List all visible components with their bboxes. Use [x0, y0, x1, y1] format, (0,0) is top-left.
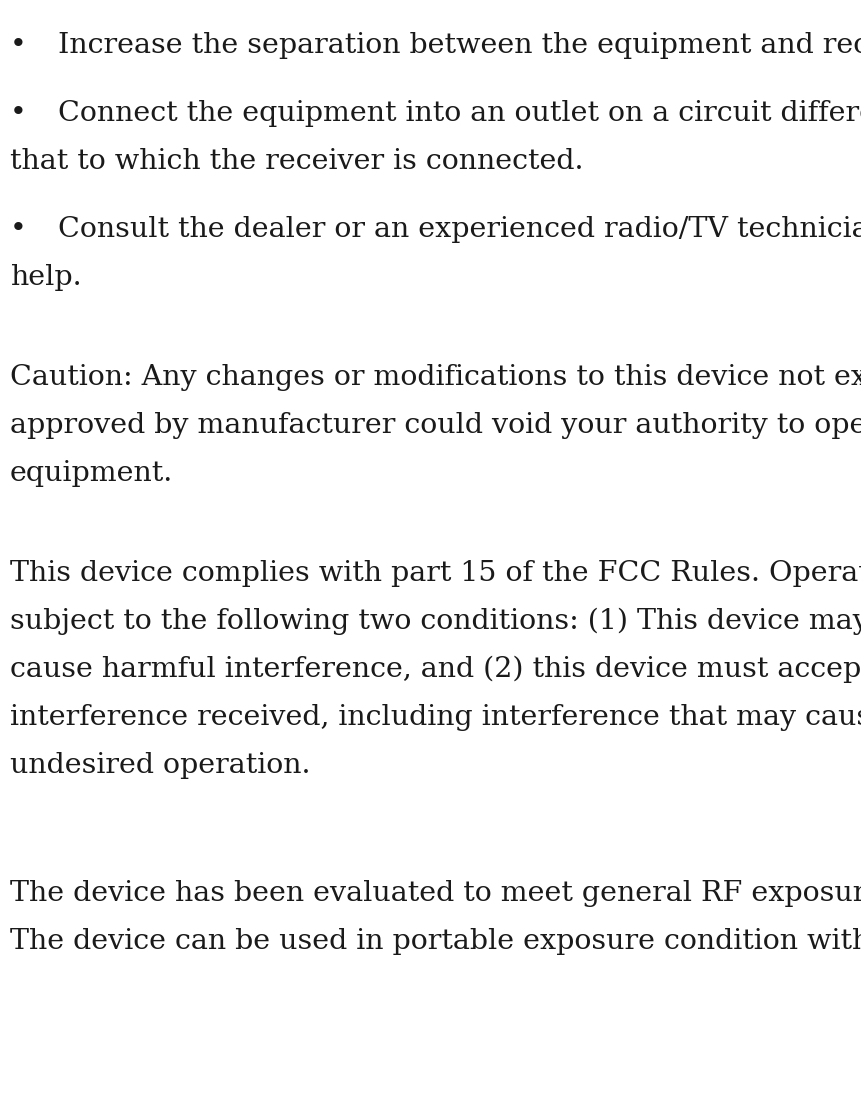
Text: This device complies with part 15 of the FCC Rules. Operation is: This device complies with part 15 of the… [10, 560, 861, 587]
Text: approved by manufacturer could void your authority to operate this: approved by manufacturer could void your… [10, 412, 861, 439]
Text: help.: help. [10, 264, 82, 291]
Text: that to which the receiver is connected.: that to which the receiver is connected. [10, 148, 583, 175]
Text: equipment.: equipment. [10, 460, 173, 488]
Text: Increase the separation between the equipment and receiver.: Increase the separation between the equi… [58, 32, 861, 59]
Text: Consult the dealer or an experienced radio/TV technician for: Consult the dealer or an experienced rad… [58, 216, 861, 243]
Text: interference received, including interference that may cause: interference received, including interfe… [10, 704, 861, 731]
Text: Caution: Any changes or modifications to this device not explicitly: Caution: Any changes or modifications to… [10, 365, 861, 391]
Text: cause harmful interference, and (2) this device must accept any: cause harmful interference, and (2) this… [10, 656, 861, 683]
Text: •: • [10, 32, 27, 59]
Text: Connect the equipment into an outlet on a circuit different from: Connect the equipment into an outlet on … [58, 100, 861, 127]
Text: •: • [10, 100, 27, 127]
Text: •: • [10, 216, 27, 243]
Text: subject to the following two conditions: (1) This device may not: subject to the following two conditions:… [10, 608, 861, 636]
Text: The device has been evaluated to meet general RF exposure requirement.: The device has been evaluated to meet ge… [10, 879, 861, 907]
Text: undesired operation.: undesired operation. [10, 752, 310, 778]
Text: The device can be used in portable exposure condition without restriction.: The device can be used in portable expos… [10, 928, 861, 955]
